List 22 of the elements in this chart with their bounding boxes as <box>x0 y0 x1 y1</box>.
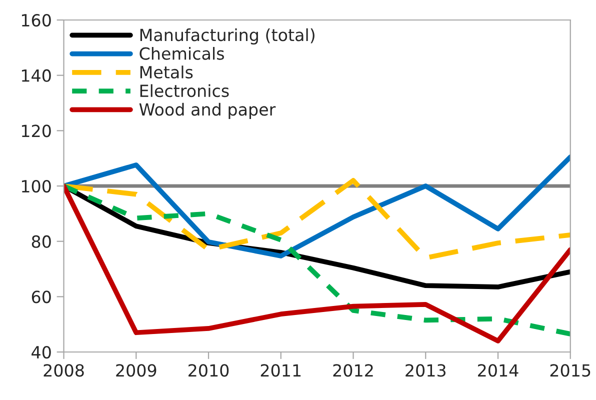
legend-label: Wood and paper <box>139 102 276 119</box>
legend-label: Electronics <box>140 84 229 98</box>
legend-label: Metals <box>140 66 193 78</box>
line-series <box>64 154 570 258</box>
x-tick-label: 2008 <box>44 364 84 377</box>
line-series <box>64 178 570 260</box>
x-tick-label: 2012 <box>333 364 373 377</box>
x-tick-label: 2009 <box>116 364 156 377</box>
x-tick-label: 2015 <box>550 364 590 377</box>
legend-label: Manufacturing (total) <box>140 28 314 44</box>
y-tick-label: 60 <box>32 290 51 304</box>
y-tick-label: 80 <box>32 235 51 248</box>
x-tick-label: 2014 <box>478 364 518 377</box>
y-tick-label: 160 <box>22 14 51 27</box>
y-tick-label: 100 <box>22 180 51 193</box>
x-tick-label: 2011 <box>260 364 301 377</box>
x-tick-label: 2013 <box>406 364 446 377</box>
y-tick-label: 40 <box>32 346 51 359</box>
y-tick-label: 120 <box>22 124 51 138</box>
x-tick-label: 2010 <box>188 364 229 377</box>
y-tick-label: 140 <box>22 69 51 82</box>
legend-label: Chemicals <box>140 46 224 60</box>
